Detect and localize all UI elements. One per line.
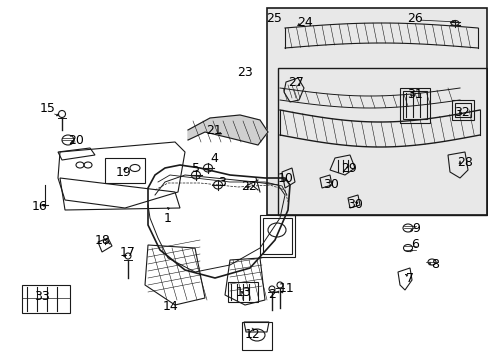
Text: 17: 17 — [120, 246, 136, 258]
Text: 19: 19 — [116, 166, 132, 179]
Text: 11: 11 — [279, 283, 294, 296]
Text: 28: 28 — [456, 156, 472, 168]
Text: 25: 25 — [265, 12, 282, 24]
Text: 6: 6 — [410, 238, 418, 252]
Text: 16: 16 — [32, 199, 48, 212]
Text: 31: 31 — [407, 89, 422, 102]
Text: 33: 33 — [34, 289, 50, 302]
Text: 30: 30 — [346, 198, 362, 211]
Text: 12: 12 — [244, 328, 260, 342]
Text: 27: 27 — [287, 76, 304, 89]
Text: 7: 7 — [405, 271, 413, 284]
Text: 2: 2 — [267, 288, 275, 302]
Bar — [227, 282, 258, 302]
Text: 14: 14 — [163, 301, 179, 314]
Text: 5: 5 — [192, 162, 200, 175]
Text: 15: 15 — [40, 102, 56, 114]
Bar — [242, 322, 271, 350]
Text: 1: 1 — [164, 211, 172, 225]
Bar — [278, 68, 486, 215]
Bar — [402, 91, 426, 119]
Text: 24: 24 — [297, 15, 312, 28]
Bar — [454, 103, 470, 117]
Text: 29: 29 — [341, 162, 356, 175]
Text: 20: 20 — [68, 134, 84, 147]
Text: 26: 26 — [407, 12, 422, 24]
Text: 13: 13 — [236, 285, 251, 298]
Text: 4: 4 — [210, 152, 218, 165]
Bar — [266, 8, 486, 215]
Text: 21: 21 — [206, 123, 222, 136]
Bar — [22, 285, 70, 313]
Text: 30: 30 — [323, 179, 338, 192]
Text: 18: 18 — [95, 234, 111, 247]
Text: 8: 8 — [430, 258, 438, 271]
Bar — [263, 218, 291, 254]
Text: 9: 9 — [411, 221, 419, 234]
Text: 32: 32 — [453, 105, 469, 118]
Bar — [105, 158, 145, 183]
Text: 23: 23 — [237, 66, 252, 78]
Text: 3: 3 — [218, 176, 225, 189]
Bar — [260, 215, 294, 257]
Bar — [399, 88, 429, 123]
Text: 22: 22 — [241, 180, 256, 194]
Bar — [451, 100, 473, 120]
Polygon shape — [187, 115, 267, 145]
Text: 10: 10 — [278, 171, 293, 184]
